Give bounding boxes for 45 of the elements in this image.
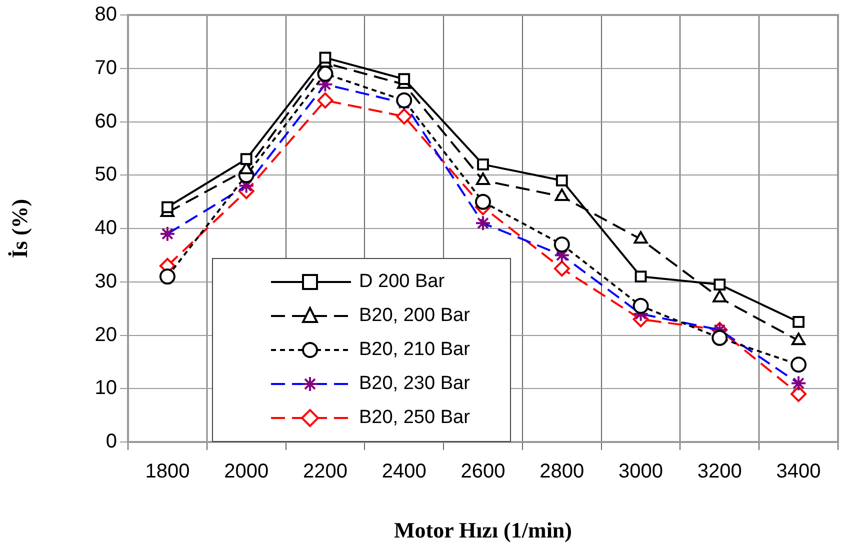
y-tick-label: 60 <box>94 110 117 132</box>
x-tick-label: 2800 <box>540 460 584 483</box>
point <box>790 356 807 373</box>
y-tick-label: 70 <box>94 56 117 79</box>
point <box>159 268 176 285</box>
point <box>714 278 726 290</box>
point <box>554 260 570 277</box>
y-tick-label: 40 <box>94 217 117 240</box>
point <box>317 92 334 108</box>
y-tick-label: 0 <box>106 430 117 453</box>
point <box>790 386 807 402</box>
point <box>319 52 332 64</box>
legend-label: B20, 250 Bar <box>359 407 470 429</box>
point <box>240 153 252 166</box>
x-axis-title: Motor Hızı (1/min) <box>394 517 572 542</box>
point <box>554 236 570 253</box>
y-tick-label: 30 <box>94 270 117 292</box>
point <box>475 194 491 210</box>
x-tick-label: 3200 <box>697 460 742 483</box>
x-tick-label: 2000 <box>224 460 269 483</box>
legend-label: B20, 200 Bar <box>359 305 470 327</box>
point <box>161 201 174 214</box>
point <box>396 108 412 124</box>
point <box>398 73 410 85</box>
point <box>632 298 649 314</box>
x-tick-label: 3400 <box>776 460 821 483</box>
point <box>396 92 412 108</box>
y-tick-label: 10 <box>94 377 117 400</box>
point <box>477 158 489 170</box>
point <box>792 316 805 328</box>
y-tick-label: 80 <box>94 4 117 26</box>
legend-label: B20, 210 Bar <box>359 339 470 361</box>
x-tick-label: 2600 <box>460 460 506 483</box>
y-axis-title: İs (%) <box>6 198 32 258</box>
y-tick-label: 50 <box>94 164 117 186</box>
x-tick-label: 2200 <box>302 460 348 483</box>
y-tick-label: 20 <box>94 324 117 346</box>
x-tick-label: 2400 <box>382 460 426 483</box>
point <box>634 270 647 282</box>
point <box>712 330 728 346</box>
x-tick-label: 3000 <box>618 460 664 483</box>
legend-label: B20, 230 Bar <box>359 373 470 395</box>
legend-label: D 200 Bar <box>359 271 445 293</box>
x-tick-label: 1800 <box>145 460 190 483</box>
point <box>556 174 568 186</box>
